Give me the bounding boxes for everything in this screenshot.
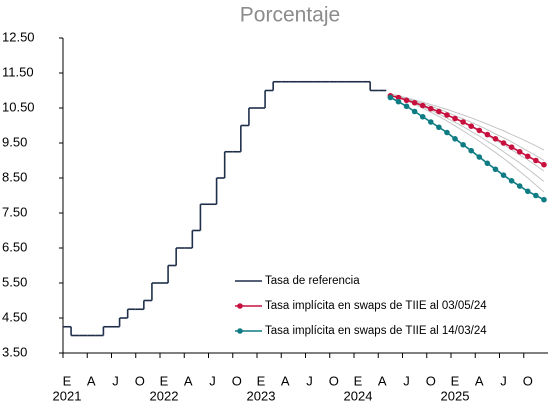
y-tick-label: 7.50 [2,204,27,219]
series-marker [541,161,547,168]
series-marker [403,103,410,110]
y-tick-label: 9.50 [2,134,27,149]
series-marker [484,131,491,138]
series-line [390,94,545,166]
x-tick-label: J [209,373,216,388]
y-tick-label: 3.50 [2,344,27,359]
x-tick-label: A [87,373,96,388]
series-marker [484,160,491,167]
series-marker [460,141,466,148]
series-marker [403,97,410,104]
x-tick-label: O [135,373,145,388]
series-marker [516,183,523,189]
series-marker [541,196,547,203]
x-tick-label: A [281,373,290,388]
x-tick-label: O [232,373,242,388]
series-marker [452,136,458,142]
x-tick-label: O [426,373,436,388]
x-tick-label: A [184,373,193,388]
x-tick-label: A [475,373,484,388]
series-marker [411,108,418,115]
x-tick-label: J [403,373,410,388]
year-label: 2025 [441,388,470,403]
series-marker [436,108,442,115]
y-tick-label: 11.50 [2,64,34,79]
x-tick-label: A [378,373,387,388]
series-marker [492,136,499,142]
series-marker [395,94,402,101]
year-label: 2021 [53,388,82,403]
series-marker [500,172,507,178]
year-label: 2023 [247,388,276,403]
y-tick-label: 5.50 [2,274,27,289]
series-marker [460,119,466,125]
x-tick-label: J [112,373,119,388]
legend-marker [237,303,243,309]
series-marker [411,99,418,106]
series-marker [436,124,442,131]
y-tick-label: 8.50 [2,169,27,184]
x-tick-label: J [500,373,507,388]
series-marker [533,192,539,199]
scenario-line [390,93,545,182]
scenario-line [390,93,545,193]
chart-title: Porcentaje [240,4,340,27]
legend-label: Tasa implícita en swaps de TIIE al 03/05… [265,300,487,312]
series-marker [419,113,426,120]
series-marker [476,154,483,160]
x-tick-label: E [451,373,460,388]
series-marker [516,148,523,155]
series-marker [508,144,515,150]
series-marker [500,140,507,146]
series-marker [427,119,434,125]
series-marker [468,147,475,154]
x-tick-label: J [306,373,313,388]
x-tick-label: E [354,373,363,388]
series-marker [524,188,531,195]
series-marker [444,129,450,136]
scenario-line [390,93,545,172]
series-marker [395,98,402,105]
y-tick-label: 6.50 [2,239,27,254]
series-marker [533,157,539,164]
series-marker [427,105,434,112]
series-marker [508,178,515,184]
legend-label: Tasa de referencia [265,275,360,287]
series-marker [387,94,394,101]
x-tick-label: O [523,373,533,388]
year-label: 2022 [150,388,179,403]
y-tick-label: 12.50 [2,29,35,44]
x-tick-label: E [257,373,266,388]
legend-label: Tasa implícita en swaps de TIIE al 14/03… [265,325,487,337]
y-tick-label: 4.50 [2,309,27,324]
x-tick-label: O [329,373,339,388]
series-marker [419,102,426,109]
series-marker [452,115,458,122]
series-marker [476,127,483,134]
x-tick-label: E [160,373,169,388]
series-marker [444,112,450,118]
series-marker [524,153,531,160]
series-marker [468,123,475,129]
y-tick-label: 10.50 [2,99,35,114]
legend-marker [237,328,243,334]
x-tick-label: E [63,373,72,388]
series-marker [492,166,499,173]
year-label: 2024 [344,388,373,403]
